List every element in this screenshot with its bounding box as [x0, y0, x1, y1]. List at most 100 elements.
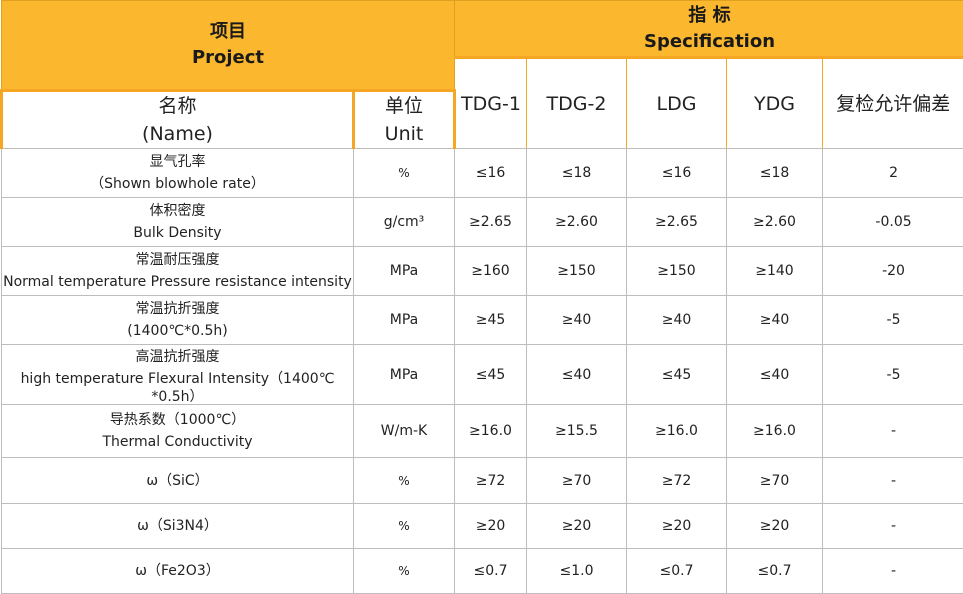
col-header-ydg: YDG: [727, 58, 823, 149]
table-row: 高温抗折强度 high temperature Flexural Intensi…: [2, 345, 963, 405]
table-row: 体积密度 Bulk Density g/cm³ ≥2.65 ≥2.60 ≥2.6…: [2, 198, 963, 247]
row-name: 常温耐压强度 Normal temperature Pressure resis…: [2, 247, 354, 296]
row-name-en: (1400℃*0.5h): [2, 320, 353, 342]
row-name-en: Normal temperature Pressure resistance i…: [2, 271, 353, 293]
value-cell: ≥2.65: [627, 198, 727, 247]
value-cell: ≥70: [527, 458, 627, 504]
row-name: ω（Fe2O3）: [2, 549, 354, 594]
row-name-cn: ω（SiC）: [2, 470, 353, 492]
value-cell: ≥2.60: [527, 198, 627, 247]
table-row: ω（Fe2O3） % ≤0.7 ≤1.0 ≤0.7 ≤0.7 -: [2, 549, 963, 594]
value-cell: ≤40: [727, 345, 823, 405]
row-name-en: Thermal Conductivity: [2, 431, 353, 453]
row-unit: MPa: [354, 296, 455, 345]
value-cell: ≥72: [627, 458, 727, 504]
row-unit: %: [354, 504, 455, 549]
row-name: 显气孔率 （Shown blowhole rate）: [2, 149, 354, 198]
value-cell: ≤16: [455, 149, 527, 198]
name-header-cn: 名称: [3, 92, 352, 120]
table-row: ω（SiC） % ≥72 ≥70 ≥72 ≥70 -: [2, 458, 963, 504]
row-name-cn: 常温抗折强度: [2, 298, 353, 320]
value-cell: ≤18: [527, 149, 627, 198]
unit-header-cn: 单位: [355, 92, 453, 120]
row-name-en-cont: *0.5h）: [2, 390, 353, 404]
row-unit: W/m-K: [354, 405, 455, 458]
value-cell: ≥20: [727, 504, 823, 549]
value-cell: ≥70: [727, 458, 823, 504]
value-cell: ≥40: [627, 296, 727, 345]
value-cell: ≤45: [627, 345, 727, 405]
row-unit: %: [354, 549, 455, 594]
row-name: 常温抗折强度 (1400℃*0.5h): [2, 296, 354, 345]
value-cell: ≥20: [627, 504, 727, 549]
row-name: 高温抗折强度 high temperature Flexural Intensi…: [2, 345, 354, 405]
table-row: 导热系数（1000℃） Thermal Conductivity W/m-K ≥…: [2, 405, 963, 458]
tolerance-cell: 2: [823, 149, 963, 198]
table-row: 常温抗折强度 (1400℃*0.5h) MPa ≥45 ≥40 ≥40 ≥40 …: [2, 296, 963, 345]
row-name-cn: 高温抗折强度: [2, 346, 353, 368]
value-cell: ≥15.5: [527, 405, 627, 458]
value-cell: ≤45: [455, 345, 527, 405]
value-cell: ≥72: [455, 458, 527, 504]
value-cell: ≥150: [627, 247, 727, 296]
value-cell: ≤0.7: [727, 549, 823, 594]
row-name: 体积密度 Bulk Density: [2, 198, 354, 247]
value-cell: ≥40: [527, 296, 627, 345]
name-header-en: (Name): [3, 120, 352, 148]
value-cell: ≤0.7: [627, 549, 727, 594]
value-cell: ≥16.0: [627, 405, 727, 458]
row-name-cn: ω（Si3N4）: [2, 515, 353, 537]
tolerance-cell: -5: [823, 345, 963, 405]
value-cell: ≤18: [727, 149, 823, 198]
row-name-cn: 导热系数（1000℃）: [2, 409, 353, 431]
project-header: 项目 Project: [2, 1, 455, 91]
row-name-en: （Shown blowhole rate）: [2, 173, 353, 195]
row-name-cn: 体积密度: [2, 200, 353, 222]
value-cell: ≥16.0: [727, 405, 823, 458]
tolerance-cell: -5: [823, 296, 963, 345]
row-name-cn: ω（Fe2O3）: [2, 560, 353, 582]
row-unit: g/cm³: [354, 198, 455, 247]
value-cell: ≥160: [455, 247, 527, 296]
value-cell: ≤1.0: [527, 549, 627, 594]
value-cell: ≤0.7: [455, 549, 527, 594]
row-name-cn: 常温耐压强度: [2, 249, 353, 271]
value-cell: ≥16.0: [455, 405, 527, 458]
row-unit: MPa: [354, 345, 455, 405]
col-header-tdg1: TDG-1: [455, 58, 527, 149]
row-unit: MPa: [354, 247, 455, 296]
tolerance-cell: -20: [823, 247, 963, 296]
row-name-en: Bulk Density: [2, 222, 353, 244]
project-header-en: Project: [2, 45, 454, 71]
tolerance-cell: -: [823, 504, 963, 549]
unit-header-en: Unit: [355, 120, 453, 148]
col-header-tdg2: TDG-2: [527, 58, 627, 149]
row-name: 导热系数（1000℃） Thermal Conductivity: [2, 405, 354, 458]
value-cell: ≥2.65: [455, 198, 527, 247]
col-header-tolerance: 复检允许偏差: [823, 58, 963, 149]
row-name: ω（Si3N4）: [2, 504, 354, 549]
row-name: ω（SiC）: [2, 458, 354, 504]
value-cell: ≥40: [727, 296, 823, 345]
value-cell: ≥2.60: [727, 198, 823, 247]
value-cell: ≥20: [527, 504, 627, 549]
row-name-en: high temperature Flexural Intensity（1400…: [2, 368, 353, 390]
row-unit: %: [354, 458, 455, 504]
specification-header-en: Specification: [455, 29, 963, 55]
table-row: 常温耐压强度 Normal temperature Pressure resis…: [2, 247, 963, 296]
value-cell: ≥140: [727, 247, 823, 296]
specification-header-cn: 指 标: [455, 3, 963, 29]
value-cell: ≥150: [527, 247, 627, 296]
table-row: ω（Si3N4） % ≥20 ≥20 ≥20 ≥20 -: [2, 504, 963, 549]
tolerance-cell: -0.05: [823, 198, 963, 247]
project-header-cn: 项目: [2, 19, 454, 45]
table-row: 显气孔率 （Shown blowhole rate） % ≤16 ≤18 ≤16…: [2, 149, 963, 198]
name-header: 名称 (Name): [2, 91, 354, 149]
tolerance-cell: -: [823, 458, 963, 504]
row-name-cn: 显气孔率: [2, 151, 353, 173]
col-header-ldg: LDG: [627, 58, 727, 149]
value-cell: ≤16: [627, 149, 727, 198]
specification-header: 指 标 Specification: [455, 1, 963, 58]
value-cell: ≥20: [455, 504, 527, 549]
